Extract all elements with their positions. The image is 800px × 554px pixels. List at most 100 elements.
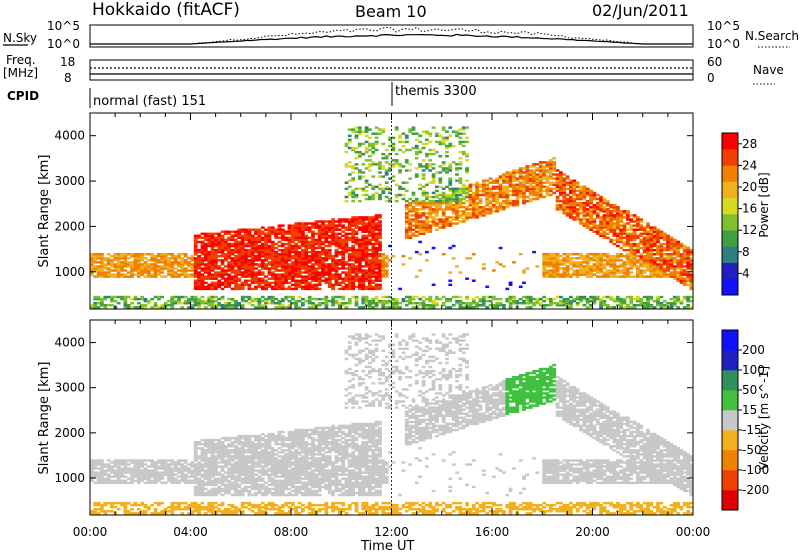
power-cell: [438, 171, 443, 174]
power-cell: [247, 287, 252, 291]
power-cell: [190, 255, 195, 258]
power-cell: [116, 263, 121, 266]
power-cell: [679, 273, 684, 276]
velocity-cell: [157, 475, 161, 478]
power-cell: [374, 132, 379, 135]
power-cell: [150, 265, 155, 268]
power-cell: [311, 222, 315, 225]
power-cell: [421, 189, 426, 193]
power-cell: [217, 302, 222, 305]
power-cell: [331, 285, 335, 289]
power-cell: [187, 306, 191, 309]
power-cell: [458, 193, 463, 197]
power-cell: [421, 304, 426, 307]
power-cell: [210, 299, 215, 303]
power-cell: [555, 185, 560, 189]
power-cell: [468, 212, 473, 215]
power-cell: [639, 269, 644, 272]
power-cell: [592, 257, 597, 260]
power-cell: [240, 299, 245, 303]
power-cell: [341, 263, 346, 266]
power-cell: [435, 218, 439, 221]
power-cell: [160, 275, 165, 278]
power-cell: [622, 236, 627, 240]
velocity-cell: [173, 469, 178, 472]
power-cell: [492, 210, 496, 213]
velocity-cell: [90, 473, 94, 476]
power-cell: [585, 271, 590, 274]
power-cell: [368, 136, 372, 140]
power-cell: [492, 199, 496, 203]
velocity-cell: [136, 481, 141, 485]
power-cell: [652, 259, 657, 262]
power-cell: [130, 306, 134, 309]
power-cell: [478, 210, 483, 213]
power-cell: [327, 220, 332, 223]
power-cell: [334, 275, 339, 278]
power-cell: [378, 265, 382, 268]
power-cell: [585, 220, 590, 223]
power-cell: [622, 273, 627, 276]
power-cell: [230, 259, 235, 262]
power-cell: [575, 195, 580, 199]
power-cell: [210, 265, 215, 268]
power-cell: [495, 179, 500, 182]
power-cell: [180, 271, 185, 274]
power-cell: [672, 261, 677, 264]
power-cell: [572, 199, 577, 203]
power-cell: [569, 253, 573, 256]
power-cell: [676, 306, 681, 309]
power-cell: [371, 238, 376, 242]
power-cell: [254, 236, 258, 240]
power-cell: [435, 214, 439, 217]
power-cell: [582, 222, 587, 225]
power-cell: [270, 277, 275, 280]
power-cell: [609, 220, 614, 223]
power-cell: [639, 226, 644, 229]
power-cell: [311, 248, 315, 252]
power-cell: [327, 285, 332, 289]
power-cell: [408, 214, 413, 217]
power-cell: [321, 240, 325, 244]
power-cell: [146, 273, 151, 276]
power-cell: [291, 273, 295, 276]
power-cell: [619, 306, 624, 309]
power-cell: [193, 267, 198, 270]
velocity-cell: [153, 479, 158, 483]
power-cell: [552, 302, 557, 305]
power-cell: [291, 295, 295, 299]
power-cell: [498, 191, 503, 195]
power-cell: [458, 204, 463, 207]
power-cell: [284, 265, 289, 268]
power-cell: [411, 191, 416, 195]
power-cell: [267, 302, 272, 305]
power-cell: [203, 277, 208, 280]
power-cell: [207, 238, 212, 242]
power-cell: [575, 181, 580, 184]
power-cell: [599, 204, 603, 207]
power-cell: [605, 236, 610, 240]
power-cell: [404, 159, 409, 162]
power-cell: [458, 161, 463, 164]
power-cell: [341, 238, 346, 242]
power-cell: [686, 265, 691, 268]
power-cell: [532, 169, 536, 172]
power-cell: [418, 134, 423, 138]
power-cell: [126, 275, 131, 278]
velocity-cell: [130, 467, 134, 470]
power-cell: [217, 279, 222, 282]
power-cell: [381, 255, 386, 258]
power-cell: [130, 263, 134, 266]
power-cell: [274, 277, 279, 280]
velocity-cell: [106, 473, 111, 476]
power-cell: [240, 281, 245, 285]
power-cell: [435, 212, 439, 215]
power-cell: [552, 181, 557, 184]
power-cell: [334, 267, 339, 270]
power-cell: [569, 295, 573, 299]
power-cell: [398, 287, 402, 291]
power-cell: [592, 265, 597, 268]
velocity-cell: [163, 467, 168, 470]
power-cell: [321, 263, 325, 266]
power-cell: [291, 261, 295, 264]
